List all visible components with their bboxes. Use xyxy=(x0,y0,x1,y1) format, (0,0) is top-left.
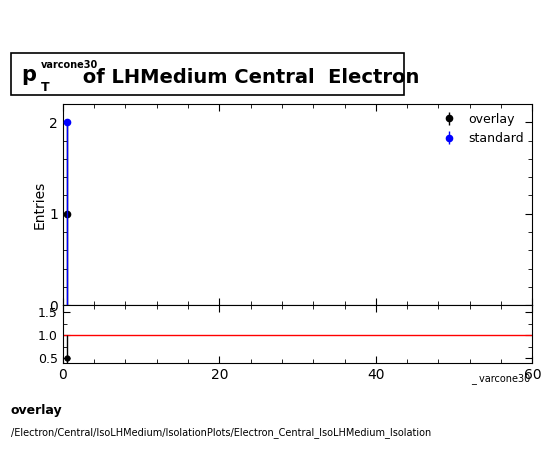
Text: _ varcone30: _ varcone30 xyxy=(471,373,530,384)
Legend: overlay, standard: overlay, standard xyxy=(432,108,529,150)
Text: overlay: overlay xyxy=(11,404,63,417)
Y-axis label: Entries: Entries xyxy=(32,181,46,229)
Text: /Electron/Central/IsoLHMedium/IsolationPlots/Electron_Central_IsoLHMedium_Isolat: /Electron/Central/IsoLHMedium/IsolationP… xyxy=(11,427,431,438)
Text: of LHMedium Central  Electron: of LHMedium Central Electron xyxy=(76,68,419,87)
Text: T: T xyxy=(40,81,49,94)
Text: varcone30: varcone30 xyxy=(40,60,98,70)
Text: $\mathbf{p}$: $\mathbf{p}$ xyxy=(21,67,37,87)
